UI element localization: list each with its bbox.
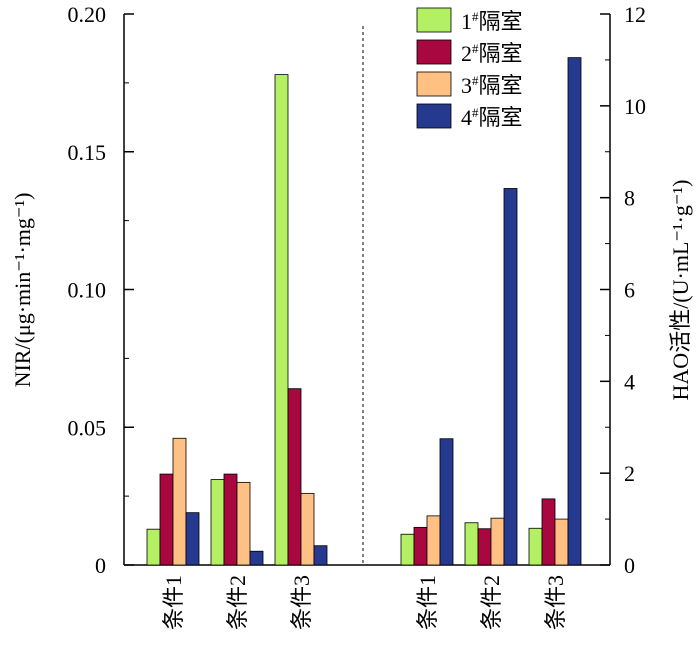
bar-left-series-1-cat-2 — [210, 479, 225, 566]
category-label-left: 条件3 — [289, 575, 314, 630]
bar-left-series-2-cat-2 — [223, 473, 238, 566]
bar-left-series-1-cat-3 — [274, 74, 289, 566]
bar-right-series-1-cat-1 — [400, 533, 415, 566]
category-label-right: 条件3 — [543, 575, 568, 630]
bar-right-series-2-cat-2 — [477, 528, 492, 566]
bar-right-series-2-cat-1 — [413, 526, 428, 566]
bar-left-series-1-cat-1 — [146, 528, 161, 566]
chart-bars — [146, 57, 582, 566]
bar-left-series-2-cat-1 — [159, 473, 174, 566]
bar-right-series-1-cat-3 — [528, 527, 543, 566]
legend: 1#隔室 2#隔室 3#隔室 4#隔室 — [416, 7, 523, 130]
left-axis-title: NIR/(μg·min⁻¹·mg⁻¹) — [10, 193, 35, 388]
legend-swatch — [416, 103, 452, 129]
bar-right-series-3-cat-1 — [426, 515, 441, 566]
left-tick-label: 0.20 — [68, 2, 107, 27]
legend-swatch — [416, 7, 452, 33]
right-tick-label: 8 — [624, 186, 635, 211]
category-label-right: 条件1 — [415, 575, 440, 630]
bar-right-series-3-cat-3 — [554, 518, 569, 566]
right-tick-label: 0 — [624, 553, 635, 578]
bar-left-series-3-cat-1 — [172, 437, 187, 566]
right-tick-label: 12 — [624, 2, 646, 27]
left-tick-label: 0.15 — [68, 140, 107, 165]
legend-label: 3#隔室 — [461, 73, 523, 98]
category-label-right: 条件2 — [479, 575, 504, 630]
left-tick-label: 0.10 — [68, 278, 107, 303]
right-tick-label: 4 — [624, 369, 635, 394]
category-label-left: 条件2 — [225, 575, 250, 630]
chart-axes — [123, 13, 611, 566]
bar-left-series-4-cat-2 — [249, 550, 264, 566]
left-tick-label: 0.05 — [68, 415, 107, 440]
right-tick-label: 10 — [624, 94, 646, 119]
category-label-left: 条件1 — [161, 575, 186, 630]
bar-left-series-3-cat-2 — [236, 481, 251, 566]
legend-label: 1#隔室 — [461, 9, 523, 34]
bar-right-series-4-cat-2 — [503, 188, 518, 566]
legend-label: 2#隔室 — [461, 41, 523, 66]
bar-left-series-2-cat-3 — [287, 388, 302, 566]
bar-left-series-4-cat-1 — [185, 512, 200, 566]
bar-right-series-2-cat-3 — [541, 498, 556, 566]
left-tick-label: 0 — [95, 553, 106, 578]
bar-right-series-4-cat-1 — [439, 438, 454, 566]
bar-right-series-4-cat-3 — [567, 57, 582, 566]
right-axis-title: HAO活性/(U·mL⁻¹·g⁻¹) — [668, 180, 693, 401]
bar-left-series-4-cat-3 — [313, 545, 328, 566]
legend-label: 4#隔室 — [461, 105, 523, 130]
legend-swatch — [416, 39, 452, 65]
chart-labels: 0 0.05 0.10 0.15 0.20 0 2 4 6 8 10 12 NIR/(μg·min⁻¹·… — [10, 2, 693, 630]
bar-left-series-3-cat-3 — [300, 492, 315, 566]
right-tick-label: 6 — [624, 278, 635, 303]
bar-right-series-3-cat-2 — [490, 517, 505, 566]
bar-right-series-1-cat-2 — [464, 522, 479, 566]
legend-swatch — [416, 71, 452, 97]
right-tick-label: 2 — [624, 461, 635, 486]
